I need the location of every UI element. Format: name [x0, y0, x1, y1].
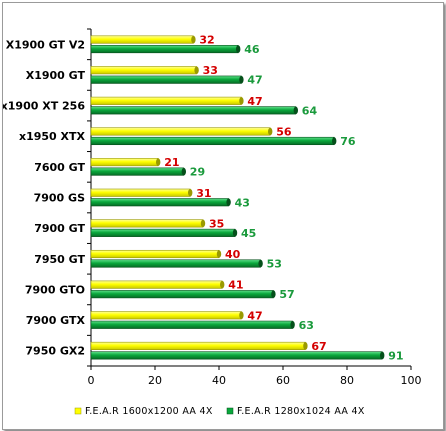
bars-layer	[90, 35, 385, 360]
bar-series1	[90, 341, 308, 350]
category-label: X1900 GT	[26, 69, 86, 82]
bar-series1	[90, 188, 193, 197]
bar-series2	[90, 290, 276, 299]
data-label: 41	[228, 279, 243, 292]
category-label: 7900 GT	[34, 222, 85, 235]
data-label: 35	[209, 217, 224, 230]
x-tick-label: 40	[212, 374, 226, 387]
bar-chart: 0 20 40 60 80 100 X1900 GT V2 X1900 GT x1900 XT …	[3, 28, 422, 417]
data-label: 63	[299, 319, 314, 332]
bar-series2	[90, 259, 263, 268]
legend-swatch	[226, 407, 234, 415]
data-label: 47	[247, 309, 262, 322]
legend-swatch	[74, 407, 82, 415]
category-label: x1900 XT 256	[3, 100, 85, 113]
bar-series2	[90, 167, 186, 176]
data-label: 40	[225, 248, 241, 261]
bar-series1	[90, 311, 244, 320]
data-label: 64	[302, 104, 318, 117]
data-label: 76	[340, 135, 356, 148]
x-tick-label: 20	[148, 374, 162, 387]
bar-series2	[90, 351, 385, 360]
category-label: 7900 GS	[34, 192, 85, 205]
legend-item: F.E.A.R 1600x1200 AA 4X	[74, 406, 213, 417]
data-label: 29	[190, 166, 205, 179]
data-label: 33	[203, 64, 218, 77]
data-label: 21	[164, 156, 179, 169]
legend-label: F.E.A.R 1280x1024 AA 4X	[237, 406, 365, 417]
bar-series1	[90, 35, 196, 44]
data-label: 31	[196, 187, 211, 200]
bar-series2	[90, 228, 238, 237]
x-tick-label: 0	[88, 374, 95, 387]
data-label: 47	[247, 74, 262, 87]
bar-series1	[90, 96, 244, 105]
data-label: 47	[247, 95, 262, 108]
bar-series2	[90, 320, 295, 329]
bar-series1	[90, 127, 273, 136]
legend-item: F.E.A.R 1280x1024 AA 4X	[226, 406, 365, 417]
x-tick-label: 60	[276, 374, 290, 387]
data-label: 91	[388, 349, 403, 362]
category-label: 7900 GTO	[25, 283, 85, 296]
category-label: 7950 GX2	[25, 345, 85, 358]
category-label: 7950 GT	[34, 253, 85, 266]
bar-series1	[90, 280, 225, 289]
data-label: 57	[279, 288, 294, 301]
category-label: X1900 GT V2	[6, 38, 85, 51]
bar-series1	[90, 219, 206, 228]
data-label: 67	[311, 340, 326, 353]
bar-series2	[90, 106, 298, 115]
legend-label: F.E.A.R 1600x1200 AA 4X	[85, 406, 213, 417]
bar-series2	[90, 198, 231, 207]
data-label: 43	[235, 196, 250, 209]
data-label: 46	[244, 43, 260, 56]
bar-series2	[90, 45, 241, 54]
data-label: 56	[276, 125, 292, 138]
category-label: 7900 GTX	[26, 314, 86, 327]
x-tick-label: 80	[340, 374, 354, 387]
x-tick-label: 100	[401, 374, 422, 387]
bar-series1	[90, 66, 199, 75]
bar-series2	[90, 136, 337, 146]
legend: F.E.A.R 1600x1200 AA 4X F.E.A.R 1280x1024…	[74, 406, 365, 417]
bar-series1	[90, 158, 161, 167]
data-label: 53	[267, 258, 282, 271]
bar-series1	[90, 249, 222, 259]
category-label: x1950 XTX	[19, 130, 86, 143]
data-label: 32	[199, 34, 214, 47]
bar-series2	[90, 75, 244, 84]
axis-layer: 0 20 40 60 80 100 X1900 GT V2 X1900 GT x1900 XT …	[3, 28, 422, 387]
category-label: 7600 GT	[34, 161, 85, 174]
data-label: 45	[241, 227, 256, 240]
